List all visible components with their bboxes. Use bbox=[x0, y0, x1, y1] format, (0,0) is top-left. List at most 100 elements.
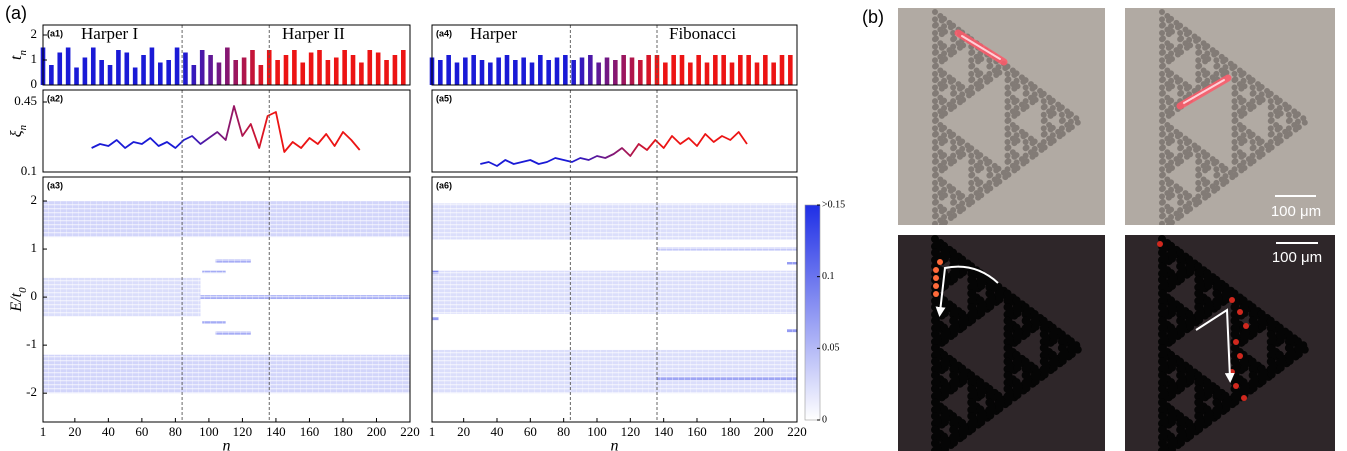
lattice-site bbox=[1057, 326, 1078, 357]
colorbar-tick-label: >0.15 bbox=[822, 199, 845, 210]
lattice-site bbox=[941, 149, 959, 175]
lattice-site bbox=[1021, 299, 1042, 329]
lattice-site bbox=[1258, 135, 1276, 162]
lattice-site bbox=[1167, 401, 1187, 431]
bar bbox=[471, 55, 476, 85]
lattice-site bbox=[931, 285, 951, 316]
lattice-site bbox=[1021, 312, 1042, 343]
lattice-site bbox=[940, 401, 960, 431]
lattice-site bbox=[1177, 128, 1195, 155]
lattice-site bbox=[931, 235, 951, 261]
y-tick-label: 0.1 bbox=[21, 163, 37, 178]
x-tick-label: 160 bbox=[300, 424, 320, 439]
lattice-site bbox=[968, 74, 986, 100]
bar bbox=[191, 65, 197, 85]
lattice-site bbox=[941, 67, 959, 93]
lattice-site bbox=[1231, 155, 1249, 182]
lattice-site bbox=[931, 394, 951, 425]
lattice-site bbox=[1159, 114, 1177, 141]
lattice-site bbox=[968, 60, 986, 87]
lattice-site bbox=[1012, 319, 1033, 350]
bar bbox=[671, 55, 676, 85]
bar bbox=[308, 52, 314, 85]
y-axis-label-main: E/t bbox=[8, 292, 25, 312]
lattice-site bbox=[932, 8, 950, 32]
light-site bbox=[933, 283, 939, 289]
lattice-site bbox=[977, 149, 995, 175]
lattice-site bbox=[1203, 265, 1224, 295]
lattice-site bbox=[940, 319, 960, 350]
lattice-site bbox=[1159, 60, 1177, 87]
lattice-site bbox=[1212, 271, 1233, 302]
lattice-site bbox=[932, 114, 950, 141]
lattice-site bbox=[1240, 149, 1258, 175]
lattice-site bbox=[1185, 251, 1205, 282]
light-site bbox=[933, 267, 939, 273]
lattice-site bbox=[1204, 149, 1222, 175]
lattice-site bbox=[1167, 319, 1187, 350]
lattice-site bbox=[1267, 87, 1285, 114]
band-texture bbox=[432, 317, 439, 321]
lattice-site bbox=[1048, 346, 1069, 377]
x-tick-label: 180 bbox=[721, 424, 741, 439]
bar bbox=[158, 62, 163, 85]
band-texture bbox=[200, 295, 410, 300]
lattice-site bbox=[986, 155, 1004, 182]
bar bbox=[588, 55, 593, 85]
lattice-site bbox=[1186, 189, 1204, 216]
bar bbox=[538, 55, 543, 85]
bar bbox=[613, 60, 618, 85]
lattice-site bbox=[1212, 394, 1233, 425]
bar bbox=[132, 67, 138, 85]
y-axis-label: E/t0 bbox=[8, 287, 29, 313]
y-tick-label: 2 bbox=[31, 192, 38, 207]
lattice-site bbox=[1004, 155, 1022, 182]
bar bbox=[488, 62, 493, 85]
lattice-site bbox=[941, 203, 959, 225]
bar bbox=[704, 62, 710, 85]
lattice-site bbox=[940, 237, 960, 268]
lattice-site bbox=[941, 12, 959, 39]
x-tick-label: 220 bbox=[400, 424, 420, 439]
lattice-site bbox=[1213, 155, 1231, 182]
lattice-site bbox=[959, 80, 977, 107]
bar bbox=[646, 55, 651, 85]
band-texture bbox=[43, 354, 410, 394]
lattice-site bbox=[1021, 367, 1042, 397]
lattice-site bbox=[1248, 299, 1269, 329]
light-site bbox=[1243, 323, 1249, 329]
lattice-site bbox=[950, 128, 968, 155]
lattice-site bbox=[1275, 319, 1296, 350]
lattice-site bbox=[1040, 114, 1058, 141]
lattice-site bbox=[1159, 210, 1177, 225]
bar bbox=[124, 52, 130, 85]
bar bbox=[392, 55, 398, 85]
band-texture bbox=[215, 259, 251, 263]
bar bbox=[454, 62, 460, 85]
lattice-site bbox=[1167, 346, 1187, 377]
annotation: Fibonacci bbox=[669, 24, 736, 43]
lattice-site bbox=[931, 380, 951, 411]
lattice-site bbox=[968, 155, 986, 182]
band-texture bbox=[432, 203, 797, 240]
bar bbox=[149, 47, 155, 85]
lattice-site bbox=[1158, 367, 1178, 397]
x-tick-label: 100 bbox=[587, 424, 607, 439]
lattice-site bbox=[931, 326, 951, 357]
lattice-site bbox=[1159, 46, 1177, 73]
lattice-site bbox=[1159, 74, 1177, 100]
bar bbox=[116, 50, 121, 85]
y-axis-label: ξn bbox=[8, 124, 29, 137]
lattice-site bbox=[1231, 142, 1249, 168]
lattice-site bbox=[932, 169, 950, 196]
y-axis-label-main: ξ bbox=[8, 130, 25, 137]
lattice-site bbox=[1013, 94, 1031, 121]
lattice-site bbox=[1275, 346, 1296, 377]
lattice-site bbox=[1167, 374, 1187, 404]
lattice-site bbox=[985, 285, 1006, 316]
light-site bbox=[937, 259, 943, 265]
lattice-site bbox=[1159, 183, 1177, 209]
bar bbox=[563, 55, 568, 85]
lattice-site bbox=[967, 367, 987, 397]
lattice-site bbox=[1231, 60, 1249, 87]
